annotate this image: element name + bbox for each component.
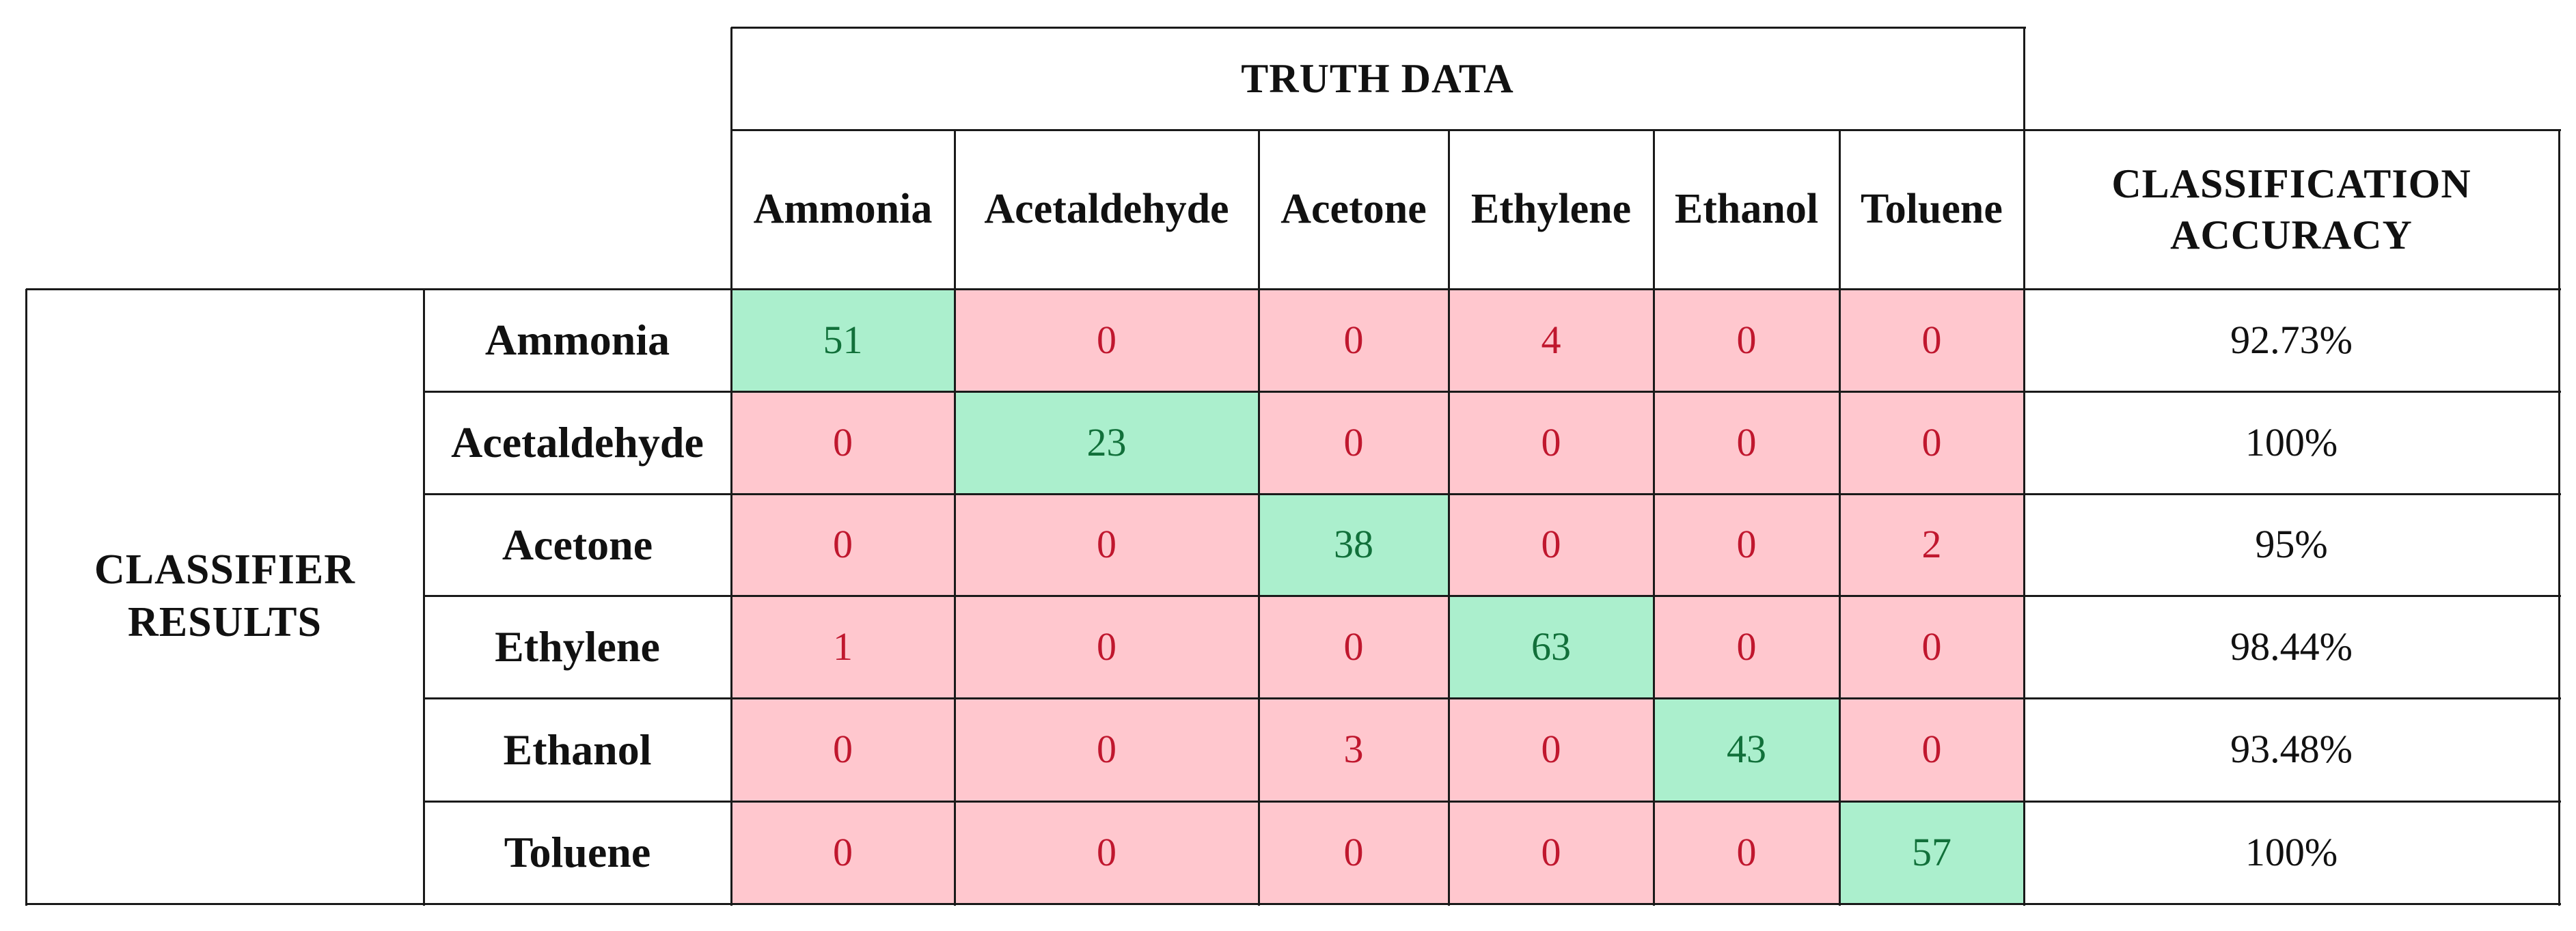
grid-line-vertical <box>954 130 956 906</box>
accuracy-cell-acetone: 95% <box>2255 522 2328 567</box>
misclassification-cell: 0 <box>1839 596 2024 698</box>
misclassification-cell: 0 <box>1654 596 1839 698</box>
misclassification-cell: 0 <box>1839 289 2024 391</box>
misclassification-cell: 0 <box>1259 596 1449 698</box>
column-header-ethanol: Ethanol <box>1674 185 1819 232</box>
classifier-results-text: CLASSIFIER RESULTS <box>94 546 356 646</box>
grid-line-horizontal <box>424 595 2561 597</box>
misclassification-cell: 0 <box>731 494 955 596</box>
column-header-ammonia: Ammonia <box>753 185 933 232</box>
misclassification-cell: 0 <box>1259 289 1449 391</box>
accuracy-cell-acetaldehyde: 100% <box>2245 419 2338 464</box>
misclassification-cell: 0 <box>1654 801 1839 904</box>
classification-accuracy-header: CLASSIFICATION ACCURACY <box>2024 130 2559 289</box>
misclassification-cell: 3 <box>1259 698 1449 801</box>
correct-count-cell: 51 <box>731 289 955 391</box>
accuracy-cell-ethanol: 93.48% <box>2230 727 2353 772</box>
misclassification-cell: 0 <box>731 698 955 801</box>
grid-line-horizontal <box>424 391 2561 393</box>
grid-line-vertical <box>1653 130 1655 906</box>
misclassification-cell: 0 <box>955 596 1259 698</box>
row-header-ethylene: Ethylene <box>495 622 660 671</box>
misclassification-cell: 2 <box>1839 494 2024 596</box>
accuracy-cell-ethylene: 98.44% <box>2230 624 2353 669</box>
grid-line-horizontal <box>424 493 2561 495</box>
grid-line-horizontal <box>26 288 2561 290</box>
misclassification-cell: 0 <box>1839 391 2024 494</box>
grid-line-vertical <box>1448 130 1450 906</box>
misclassification-cell: 0 <box>955 494 1259 596</box>
accuracy-cell-ammonia: 92.73% <box>2230 317 2353 362</box>
misclassification-cell: 4 <box>1449 289 1654 391</box>
row-header-toluene: Toluene <box>504 828 651 876</box>
misclassification-cell: 0 <box>955 698 1259 801</box>
misclassification-cell: 0 <box>1259 391 1449 494</box>
grid-line-horizontal <box>424 697 2561 699</box>
classification-accuracy-text: CLASSIFICATION ACCURACY <box>2111 161 2471 258</box>
grid-line-vertical <box>1839 130 1841 906</box>
grid-line-vertical <box>730 27 732 906</box>
row-header-acetaldehyde: Acetaldehyde <box>451 418 704 467</box>
misclassification-cell: 0 <box>955 801 1259 904</box>
row-header-acetone: Acetone <box>502 520 653 569</box>
misclassification-cell: 0 <box>1449 698 1654 801</box>
correct-count-cell: 63 <box>1449 596 1654 698</box>
misclassification-cell: 0 <box>1654 391 1839 494</box>
classifier-results-label: CLASSIFIER RESULTS <box>26 289 424 904</box>
misclassification-cell: 1 <box>731 596 955 698</box>
misclassification-cell: 0 <box>1449 494 1654 596</box>
row-header-ethanol: Ethanol <box>503 725 652 774</box>
table-border-right <box>2558 130 2560 906</box>
grid-line-vertical <box>1258 130 1260 906</box>
misclassification-cell: 0 <box>1449 801 1654 904</box>
misclassification-cell: 0 <box>731 801 955 904</box>
column-header-toluene: Toluene <box>1861 185 2003 232</box>
table-border-top <box>731 27 2026 29</box>
correct-count-cell: 43 <box>1654 698 1839 801</box>
misclassification-cell: 0 <box>1259 801 1449 904</box>
correct-count-cell: 23 <box>955 391 1259 494</box>
column-header-acetaldehyde: Acetaldehyde <box>984 185 1229 232</box>
misclassification-cell: 0 <box>731 391 955 494</box>
misclassification-cell: 0 <box>955 289 1259 391</box>
row-header-ammonia: Ammonia <box>484 316 670 364</box>
misclassification-cell: 0 <box>1654 289 1839 391</box>
grid-line-horizontal <box>424 801 2561 803</box>
correct-count-cell: 57 <box>1839 801 2024 904</box>
column-header-acetone: Acetone <box>1280 185 1427 232</box>
misclassification-cell: 0 <box>1839 698 2024 801</box>
grid-line-vertical <box>2023 27 2025 906</box>
correct-count-cell: 38 <box>1259 494 1449 596</box>
grid-line-horizontal <box>731 129 2561 131</box>
truth-data-title: TRUTH DATA <box>1241 55 1514 101</box>
grid-line-vertical <box>423 289 425 906</box>
accuracy-cell-toluene: 100% <box>2245 829 2338 874</box>
table-border-bottom <box>26 903 2561 905</box>
table-border-left <box>25 289 27 906</box>
column-header-ethylene: Ethylene <box>1470 185 1632 232</box>
misclassification-cell: 0 <box>1449 391 1654 494</box>
misclassification-cell: 0 <box>1654 494 1839 596</box>
